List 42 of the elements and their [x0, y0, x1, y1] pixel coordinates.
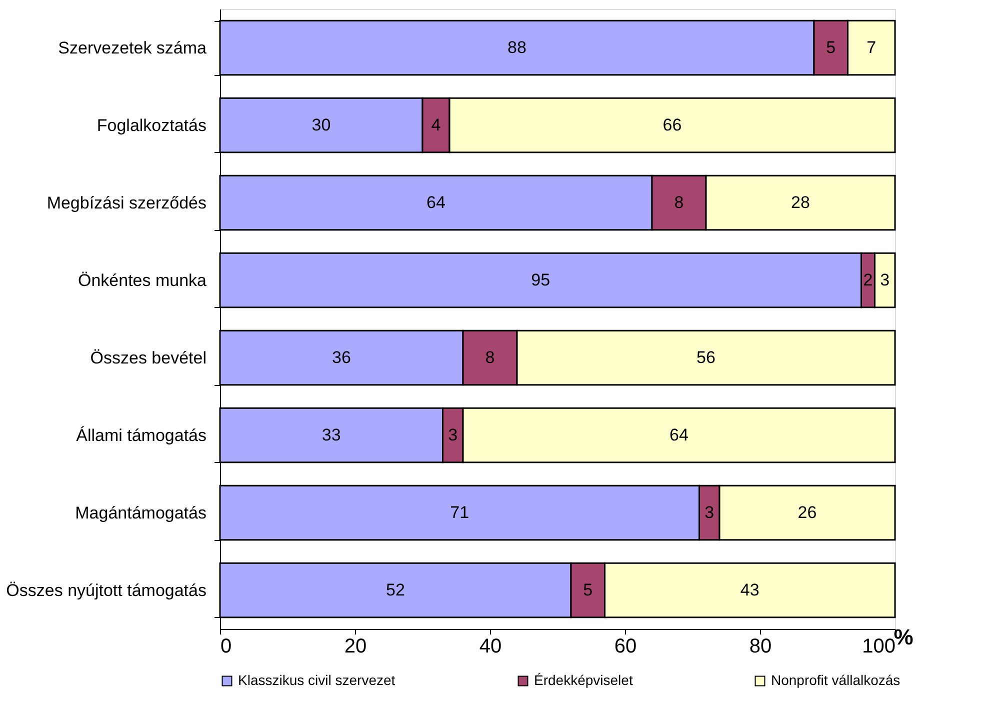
y-tick-label: Összes bevétel: [90, 348, 206, 368]
data-label: 4: [431, 115, 441, 134]
data-label: 36: [332, 348, 351, 367]
y-tick-label: Foglalkoztatás: [96, 116, 206, 135]
y-tick-label: Összes nyújtott támogatás: [6, 580, 206, 600]
x-tick-label: 100: [862, 636, 896, 658]
data-label: 52: [386, 580, 405, 600]
y-tick-label: Magántámogatás: [75, 503, 206, 522]
data-label: 28: [791, 192, 810, 212]
x-axis-title: %: [894, 624, 914, 650]
data-label: 71: [450, 502, 470, 522]
y-tick-label: Megbízási szerződés: [46, 193, 206, 212]
data-label: 30: [312, 115, 331, 134]
data-label: 33: [322, 425, 341, 444]
y-tick-label: Állami támogatás: [76, 426, 206, 445]
data-label: 5: [583, 580, 593, 600]
data-label: 8: [674, 192, 684, 212]
data-label: 3: [704, 502, 714, 522]
data-label: 3: [880, 270, 890, 290]
data-label: 26: [798, 502, 817, 522]
x-tick-label: 20: [344, 636, 367, 658]
data-label: 43: [740, 580, 760, 600]
data-label: 3: [448, 425, 458, 444]
data-label: 7: [866, 38, 876, 57]
data-label: 64: [426, 192, 446, 212]
data-label: 64: [670, 425, 688, 444]
data-label: 95: [531, 270, 550, 290]
legend-label: Érdekképviselet: [534, 672, 633, 688]
y-tick-label: Szervezetek száma: [58, 38, 208, 58]
data-label: 88: [508, 38, 526, 57]
data-label: 8: [485, 348, 495, 367]
x-tick-label: 0: [220, 636, 232, 658]
x-tick-label: 40: [479, 636, 502, 658]
x-tick-label: 60: [614, 636, 637, 658]
data-label: 2: [863, 270, 873, 290]
y-tick-label: Önkéntes munka: [78, 270, 208, 290]
data-label: 56: [696, 348, 716, 367]
legend-label: Klasszikus civil szervezet: [238, 672, 396, 688]
data-label: 5: [826, 38, 836, 57]
data-label: 66: [662, 115, 682, 134]
legend-label: Nonprofit vállalkozás: [771, 672, 900, 688]
x-tick-label: 80: [749, 636, 772, 658]
